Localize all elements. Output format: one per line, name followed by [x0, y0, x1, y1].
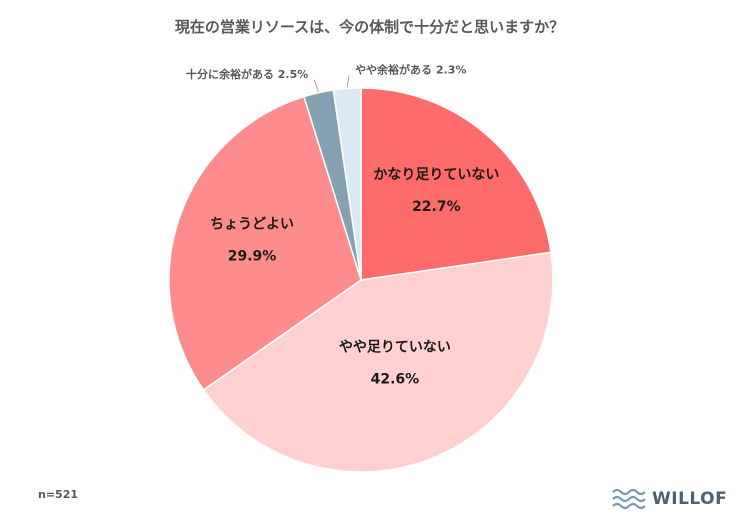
sample-size: n=521 [38, 488, 79, 501]
slice-value-label: 42.6% [371, 372, 420, 388]
pie-slice [168, 95, 362, 391]
pie-slice [360, 87, 552, 281]
wave-icon [612, 488, 646, 510]
slice-outside-label: やや余裕がある 2.3% [355, 63, 466, 77]
leader-line [346, 75, 350, 88]
pie-slice [332, 87, 362, 281]
pie-slice [202, 251, 554, 473]
brand-name: WILLOF [652, 489, 728, 509]
leader-line [313, 79, 319, 92]
chart-title: 現在の営業リソースは、今の体制で十分だと思いますか？ [174, 18, 565, 36]
slice-label: ちょうどよい [210, 217, 294, 233]
slice-value-label: 29.9% [228, 249, 277, 265]
brand-logo: WILLOF [612, 486, 727, 512]
slice-outside-label: 十分に余裕がある 2.5% [186, 67, 308, 81]
slice-value-label: 22.7% [412, 199, 461, 215]
slice-label: かなり足りていない [373, 167, 499, 183]
slice-label: やや足りていない [339, 340, 451, 356]
